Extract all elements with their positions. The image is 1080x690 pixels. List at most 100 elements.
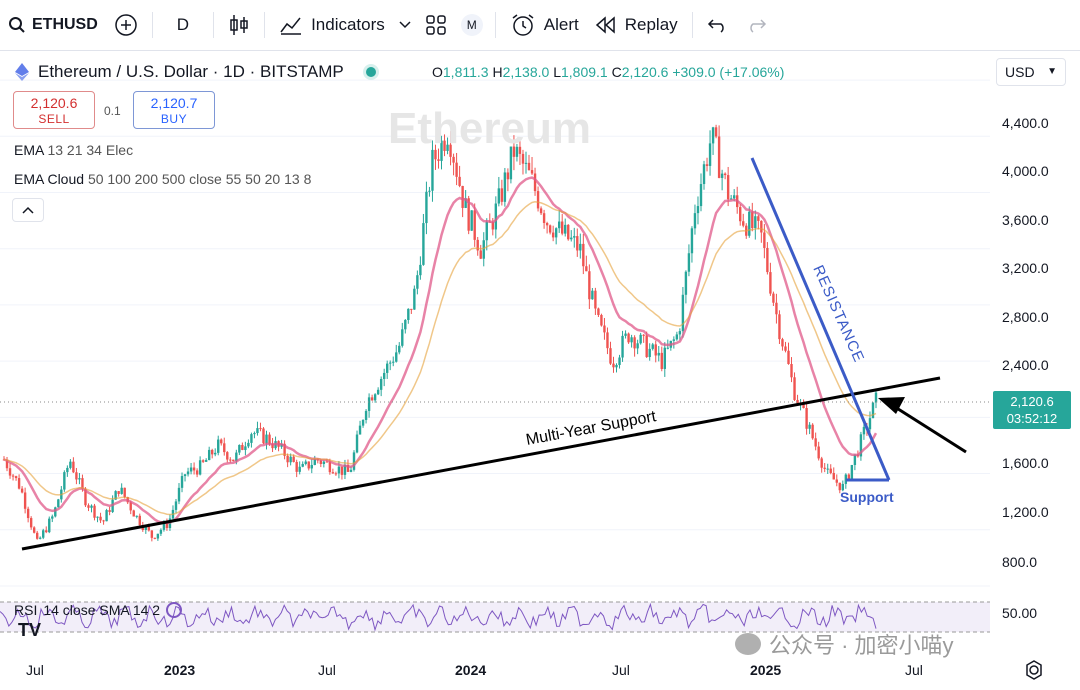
candle-body xyxy=(524,162,528,164)
buy-label: BUY xyxy=(160,112,188,126)
rsi-pane[interactable] xyxy=(0,598,990,650)
time-tick: Jul xyxy=(905,662,923,678)
collapse-legend-button[interactable] xyxy=(12,198,44,222)
sell-button[interactable]: 2,120.6 SELL xyxy=(13,91,95,129)
currency-select[interactable]: USD ▼ xyxy=(996,58,1066,86)
candle-body xyxy=(416,275,419,289)
alert-button[interactable]: Alert xyxy=(502,7,587,43)
candle-body xyxy=(183,474,187,477)
candle-body xyxy=(310,464,313,469)
candle-body xyxy=(201,460,205,462)
candle-body xyxy=(241,444,244,450)
chart-type-button[interactable] xyxy=(220,7,258,43)
templates-dropdown[interactable] xyxy=(393,7,417,43)
resistance-line[interactable] xyxy=(750,157,891,481)
candle-body xyxy=(802,402,805,409)
candle-body xyxy=(313,459,316,465)
candle-body xyxy=(39,537,42,539)
candle-body xyxy=(594,290,597,309)
rsi-band xyxy=(0,602,990,632)
toolbar-divider xyxy=(151,12,153,38)
candle-body xyxy=(657,352,660,356)
layout-badge[interactable]: M xyxy=(455,7,489,43)
symbol-name: ETHUSD xyxy=(32,16,98,33)
candle-body xyxy=(446,144,449,151)
candle-body xyxy=(536,191,540,209)
candle-body xyxy=(627,333,630,343)
search-icon xyxy=(9,17,25,33)
compare-button[interactable] xyxy=(106,7,146,43)
candle-body xyxy=(346,464,350,472)
candle-body xyxy=(769,272,772,294)
price-chart[interactable]: Multi-Year Support RESISTANCE Support xyxy=(0,52,990,600)
redo-button[interactable] xyxy=(737,7,775,43)
candle-body xyxy=(198,460,202,475)
candle-body xyxy=(539,208,543,214)
settings-gear-icon[interactable] xyxy=(1024,660,1044,680)
candle-body xyxy=(642,334,645,336)
candle-body xyxy=(775,302,778,315)
candle-body xyxy=(5,459,9,469)
rsi-legend[interactable]: RSI 14 close SMA 14 2 xyxy=(14,602,183,618)
candle-body xyxy=(389,362,392,364)
candle-body xyxy=(841,483,845,491)
candle-body xyxy=(108,510,111,512)
candle-body xyxy=(78,478,81,480)
candle-body xyxy=(367,397,371,411)
candle-body xyxy=(217,439,220,453)
candle-body xyxy=(207,449,211,461)
candle-body xyxy=(612,363,615,368)
candle-body xyxy=(404,319,407,330)
undo-icon xyxy=(707,19,724,33)
candle-body xyxy=(621,335,624,358)
replay-icon xyxy=(595,16,615,34)
time-tick: Jul xyxy=(26,662,44,678)
indicator-ema-cloud[interactable]: EMA Cloud 50 100 200 500 close 55 50 20 … xyxy=(14,171,311,187)
candle-body xyxy=(150,530,154,538)
support-label: Support xyxy=(840,489,894,505)
candle-body xyxy=(385,363,389,373)
candle-body xyxy=(156,533,160,539)
candle-body xyxy=(823,467,826,469)
candle-body xyxy=(748,211,751,236)
candle-body xyxy=(220,439,223,444)
candle-body xyxy=(684,271,688,295)
time-axis[interactable]: Jul 2023 Jul 2024 Jul 2025 Jul xyxy=(0,656,990,690)
candle-body xyxy=(754,216,757,229)
price-tick: 3,200.0 xyxy=(1002,260,1049,276)
candle-body xyxy=(84,488,87,506)
candle-body xyxy=(319,460,323,465)
indicators-button[interactable]: Indicators xyxy=(271,7,393,43)
candle-body xyxy=(726,175,730,200)
redo-icon xyxy=(749,19,766,33)
candle-body xyxy=(256,428,259,434)
candle-body xyxy=(343,464,347,475)
candle-body xyxy=(521,153,525,164)
candle-body xyxy=(681,294,685,332)
candle-body xyxy=(42,530,45,538)
candle-body xyxy=(48,518,51,533)
candle-body xyxy=(473,210,476,240)
candle-body xyxy=(548,225,552,233)
arrow-head xyxy=(878,397,905,414)
candle-body xyxy=(573,236,576,238)
gridlines xyxy=(0,79,990,587)
candles xyxy=(2,124,878,542)
replay-button[interactable]: Replay xyxy=(587,7,686,43)
price-axis[interactable]: 4,400.0 4,000.0 3,600.0 3,200.0 2,800.0 … xyxy=(990,52,1080,600)
candle-body xyxy=(32,527,36,533)
candle-body xyxy=(663,347,666,369)
candle-body xyxy=(180,476,184,488)
candle-body xyxy=(723,173,727,176)
candle-body xyxy=(144,526,148,530)
symbol-search[interactable]: ETHUSD xyxy=(0,7,106,43)
layout-button[interactable] xyxy=(417,7,455,43)
candle-body xyxy=(370,397,374,401)
indicator-ema[interactable]: EMA 13 21 34 Elec xyxy=(14,142,133,158)
candle-body xyxy=(835,479,838,483)
undo-button[interactable] xyxy=(699,7,737,43)
multi-year-support-line[interactable] xyxy=(21,376,941,551)
chart-legend-title[interactable]: Ethereum / U.S. Dollar · 1D · BITSTAMP xyxy=(14,62,376,82)
buy-button[interactable]: 2,120.7 BUY xyxy=(133,91,215,129)
interval-button[interactable]: D xyxy=(159,7,207,43)
